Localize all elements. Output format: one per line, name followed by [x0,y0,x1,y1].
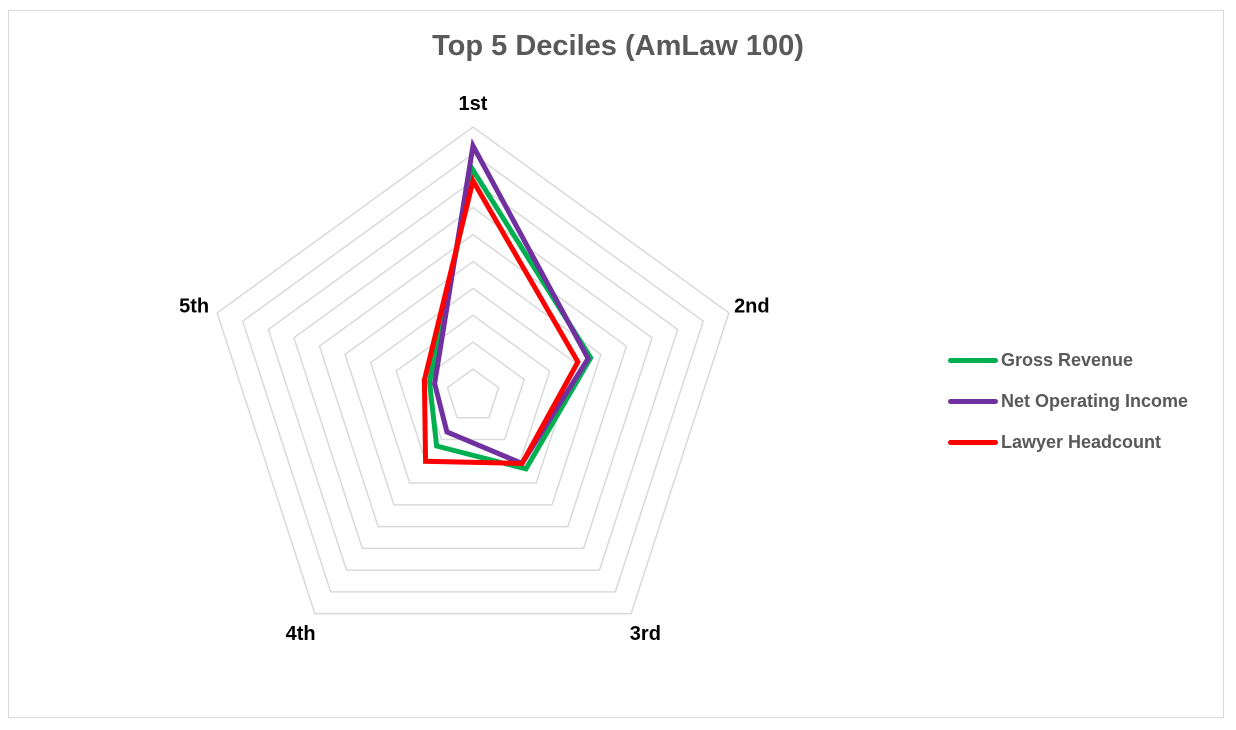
legend-swatch [948,440,998,445]
legend-label: Net Operating Income [1001,391,1189,411]
grid-ring [267,179,679,571]
series-lawyer-headcount [421,174,581,466]
legend-label: Lawyer Headcount [1001,432,1162,452]
chart-frame [8,10,1224,718]
grid-ring [318,233,628,528]
legend-swatch [948,399,998,404]
legend-swatch [948,358,998,363]
legend-item: Net Operating Income [948,381,1188,422]
grid-ring [293,206,653,550]
grid-ring [446,368,500,419]
grid-ring [369,287,577,484]
grid-ring [241,152,705,593]
axis-label-5th: 5th [179,295,209,317]
chart-title: Top 5 Deciles (AmLaw 100) [432,30,804,62]
grid-ring [216,126,730,615]
grid-ring [344,260,602,506]
legend: Gross Revenue Net Operating Income Lawyer … [948,340,1188,463]
axis-label-3rd: 3rd [630,623,661,645]
legend-item: Gross Revenue [948,340,1188,381]
axis-label-1st: 1st [459,93,488,115]
legend-item: Lawyer Headcount [948,422,1188,463]
legend-label: Gross Revenue [1001,350,1134,370]
axis-label-2nd: 2nd [734,295,770,317]
axis-label-4th: 4th [286,623,316,645]
series-net-operating-income [432,138,592,467]
